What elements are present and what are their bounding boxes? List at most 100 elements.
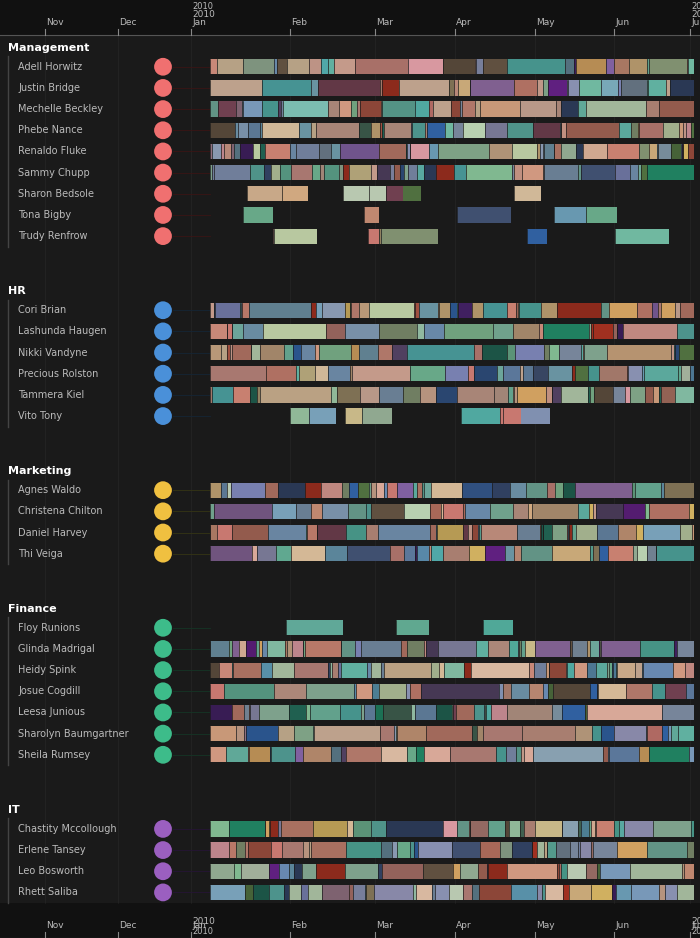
Bar xyxy=(412,704,415,720)
Bar xyxy=(590,387,594,402)
Bar xyxy=(635,662,642,678)
Bar xyxy=(224,684,274,699)
Bar xyxy=(647,842,687,857)
Bar xyxy=(237,726,244,741)
Bar xyxy=(419,303,438,318)
Bar xyxy=(274,684,306,699)
Bar xyxy=(317,525,346,540)
Bar xyxy=(424,482,430,498)
Bar xyxy=(353,885,365,900)
Bar xyxy=(587,662,596,678)
Bar xyxy=(278,482,304,498)
Bar xyxy=(353,822,372,837)
Bar xyxy=(647,842,687,857)
Bar xyxy=(559,864,561,879)
Bar xyxy=(277,59,287,74)
Bar xyxy=(346,842,381,857)
Bar xyxy=(309,59,321,74)
Bar xyxy=(596,504,623,519)
Bar xyxy=(507,123,533,138)
Bar xyxy=(529,662,534,678)
Bar xyxy=(377,165,391,180)
Bar xyxy=(465,504,490,519)
Bar xyxy=(652,684,665,699)
Bar xyxy=(410,842,414,857)
Bar xyxy=(656,546,694,561)
Bar xyxy=(507,303,516,318)
Bar xyxy=(433,101,451,116)
Bar xyxy=(236,842,245,857)
Bar xyxy=(514,546,521,561)
Bar xyxy=(366,525,378,540)
Bar xyxy=(686,684,694,699)
Bar xyxy=(270,748,271,763)
Bar xyxy=(468,525,472,540)
Bar xyxy=(500,408,521,424)
Bar xyxy=(480,885,511,900)
Bar xyxy=(301,345,315,360)
Bar xyxy=(444,324,493,339)
Bar xyxy=(658,144,671,159)
Bar xyxy=(515,345,544,360)
Bar xyxy=(461,408,517,424)
Bar xyxy=(616,885,631,900)
Bar xyxy=(591,885,612,900)
Bar xyxy=(452,704,454,720)
Bar xyxy=(429,144,438,159)
Bar xyxy=(521,642,525,657)
Bar xyxy=(609,662,612,678)
Bar xyxy=(490,504,513,519)
Bar xyxy=(653,822,690,837)
Bar xyxy=(682,864,685,879)
Bar xyxy=(685,662,694,678)
Bar xyxy=(445,123,453,138)
Bar xyxy=(520,822,524,837)
Bar xyxy=(646,101,659,116)
Text: Sharon Bedsole: Sharon Bedsole xyxy=(18,189,94,199)
Bar xyxy=(294,726,313,741)
Bar xyxy=(289,885,301,900)
Bar xyxy=(268,525,306,540)
Bar xyxy=(424,165,436,180)
Bar xyxy=(439,662,444,678)
Bar xyxy=(598,546,608,561)
Bar xyxy=(494,387,508,402)
Bar xyxy=(384,662,431,678)
Bar xyxy=(369,303,414,318)
Bar xyxy=(563,885,569,900)
Bar xyxy=(630,165,638,180)
Bar xyxy=(237,726,244,741)
Bar xyxy=(621,81,648,96)
Bar xyxy=(522,366,533,382)
Bar xyxy=(248,123,260,138)
Bar xyxy=(431,662,439,678)
Bar xyxy=(503,684,511,699)
Text: Sharolyn Baumgartner: Sharolyn Baumgartner xyxy=(18,729,129,738)
Bar xyxy=(281,101,283,116)
Bar xyxy=(229,642,232,657)
Bar xyxy=(631,885,659,900)
Bar xyxy=(682,864,685,879)
Bar xyxy=(585,704,587,720)
Bar xyxy=(624,324,677,339)
Bar xyxy=(270,748,271,763)
Bar xyxy=(400,165,404,180)
Bar xyxy=(269,885,284,900)
Bar xyxy=(366,525,378,540)
Bar xyxy=(339,165,342,180)
Bar xyxy=(649,748,689,763)
Bar xyxy=(220,345,227,360)
Bar xyxy=(361,642,401,657)
Bar xyxy=(407,144,410,159)
Bar xyxy=(217,59,243,74)
Bar xyxy=(451,101,460,116)
Bar xyxy=(690,822,694,837)
Bar xyxy=(473,525,478,540)
Bar xyxy=(678,366,681,382)
Bar xyxy=(539,324,542,339)
Bar xyxy=(211,642,229,657)
Bar xyxy=(652,303,658,318)
Bar xyxy=(593,546,598,561)
Bar xyxy=(420,387,436,402)
Bar xyxy=(630,387,645,402)
